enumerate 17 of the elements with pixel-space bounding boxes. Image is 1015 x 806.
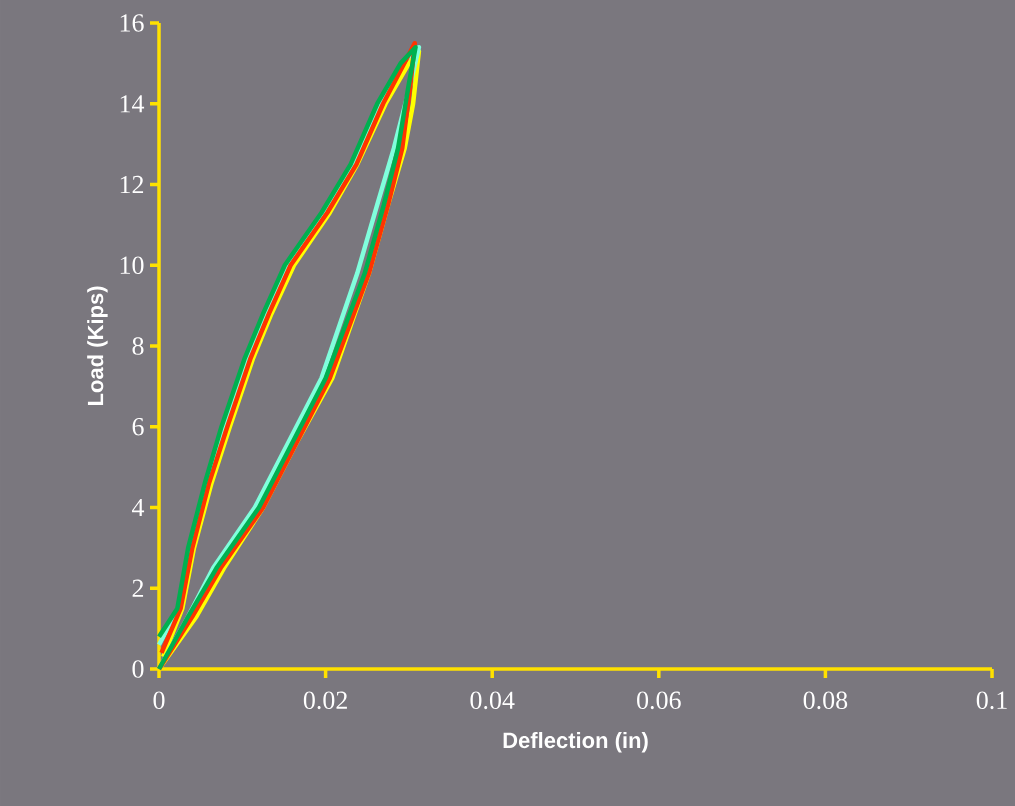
y-tick-label: 2 xyxy=(132,579,144,597)
y-tick-label: 12 xyxy=(120,175,144,194)
y-tick-label: 6 xyxy=(132,418,144,436)
x-axis-title: Deflection (in) xyxy=(503,732,648,753)
x-tick-label: 0.02 xyxy=(303,691,347,710)
y-tick-label: 14 xyxy=(120,95,145,113)
y-tick-label: 16 xyxy=(120,14,144,32)
y-tick-label: 8 xyxy=(132,337,144,355)
x-tick-label: 0.08 xyxy=(803,691,848,710)
x-tick-label: 0.1 xyxy=(976,691,1007,710)
x-tick-label: 0.04 xyxy=(470,691,515,710)
x-tick-label: 0.06 xyxy=(637,691,681,710)
y-axis-title: Load (Kips) xyxy=(87,286,108,406)
x-tick-label: 0 xyxy=(153,691,165,710)
y-tick-label: 10 xyxy=(120,256,144,274)
y-tick-label: 0 xyxy=(132,660,144,678)
y-tick-label: 4 xyxy=(132,498,145,517)
